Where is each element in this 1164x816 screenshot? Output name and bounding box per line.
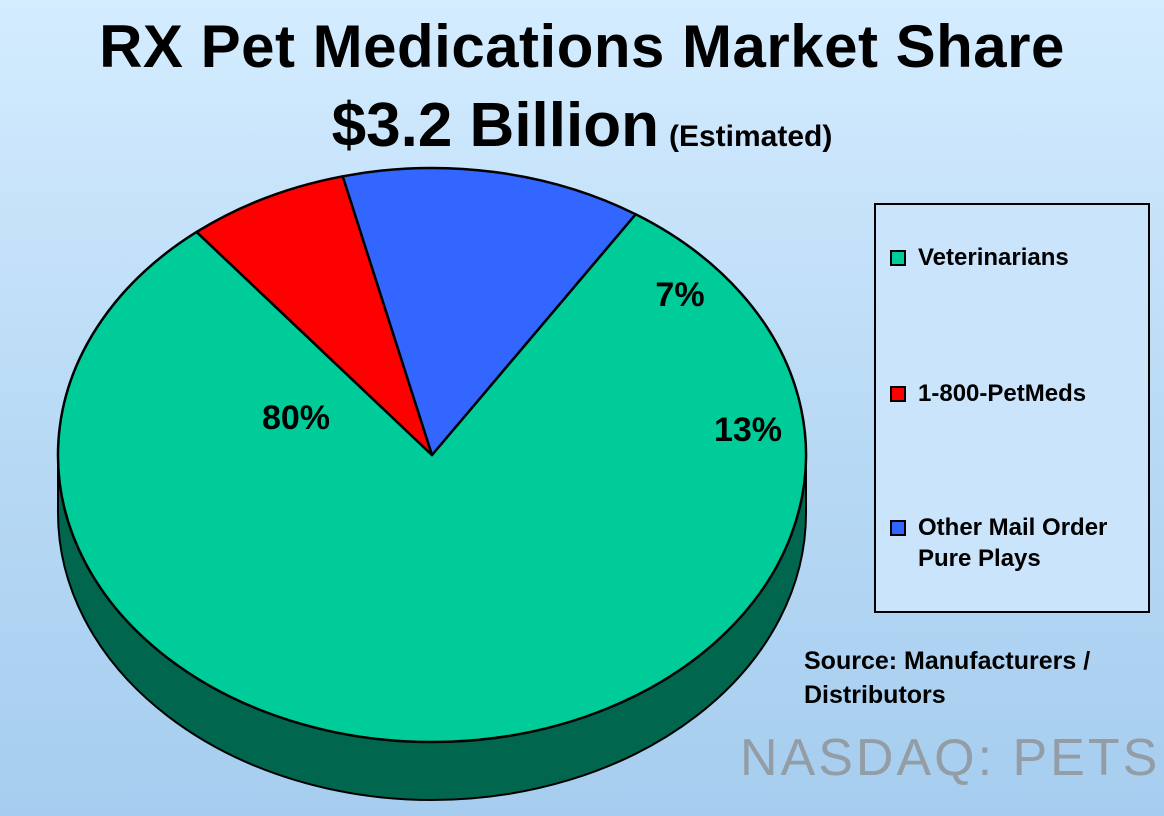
source-line2: Distributors	[804, 681, 946, 709]
pie-slice-veterinarians	[56, 213, 808, 744]
pie-slice-1-800-petmeds	[195, 175, 434, 457]
legend-item-veterinarians: Veterinarians	[890, 242, 1069, 273]
pie-slices	[56, 166, 808, 744]
market-size: $3.2 Billion	[331, 91, 659, 160]
legend-label-petmeds: 1-800-PetMeds	[918, 380, 1087, 407]
legend-swatch-other-mail-order	[890, 520, 906, 536]
pie-label-veterinarians: 80%	[262, 399, 330, 437]
pie-label-other-mail-order-pure-plays: 13%	[714, 411, 782, 449]
legend-item-petmeds: 1-800-PetMeds	[890, 378, 1086, 409]
legend-swatch-veterinarians	[890, 250, 906, 266]
pie-labels: 80% 7% 13%	[262, 276, 782, 449]
source-note: Source: Manufacturers / Distributors	[804, 644, 1154, 712]
legend: Veterinarians 1-800-PetMeds Other Mail O…	[874, 203, 1150, 613]
legend-label-other-line1: Other Mail Order	[918, 514, 1108, 541]
chart-subtitle: $3.2 Billion (Estimated)	[0, 90, 1164, 161]
pie-slice-other-mail-order-pure-plays	[341, 166, 637, 457]
legend-label-other-line2: Pure Plays	[918, 545, 1041, 572]
estimated-note: (Estimated)	[668, 120, 833, 153]
legend-item-other-mail-order: Other Mail Order Pure Plays	[890, 512, 1107, 574]
pie-label-1-800-petmeds: 7%	[655, 276, 704, 314]
watermark: NASDAQ: PETS	[740, 729, 1161, 787]
legend-label-veterinarians: Veterinarians	[918, 244, 1069, 271]
legend-swatch-petmeds	[890, 386, 906, 402]
source-line1: Source: Manufacturers /	[804, 647, 1091, 675]
chart-title: RX Pet Medications Market Share	[99, 13, 1065, 80]
